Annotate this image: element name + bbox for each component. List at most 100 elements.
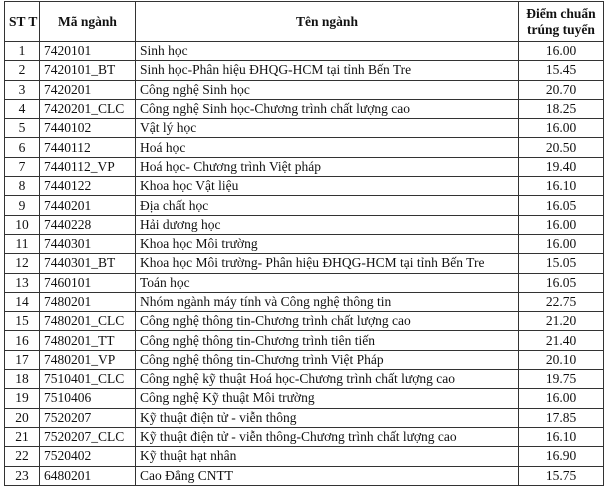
code-cell: 7440112_VP bbox=[39, 156, 136, 178]
code-cell: 7480201_TT bbox=[39, 330, 136, 351]
name-cell: Kỹ thuật điện tử - viễn thông-Chương trì… bbox=[135, 426, 519, 448]
table-row: 13 7460101 Toán học 16.05 bbox=[4, 272, 604, 293]
name-cell: Công nghệ Kỹ thuật Môi trường bbox=[135, 388, 519, 409]
code-cell: 7480201_VP bbox=[39, 349, 136, 371]
header-row: ST T Mã ngành Tên ngành Điểm chuẩn trúng… bbox=[4, 1, 604, 42]
header-name: Tên ngành bbox=[135, 1, 519, 42]
code-cell: 7440228 bbox=[39, 214, 136, 235]
stt-cell: 11 bbox=[4, 233, 40, 255]
table-row: 1 7420101 Sinh học 16.00 bbox=[4, 40, 604, 62]
stt-cell: 7 bbox=[4, 156, 40, 178]
header-code: Mã ngành bbox=[39, 1, 136, 42]
code-cell: 7440201 bbox=[39, 195, 136, 216]
table-row: 20 7520207 Kỹ thuật điện tử - viễn thông 17… bbox=[4, 407, 604, 428]
name-cell: Kỹ thuật điện tử - viễn thông bbox=[135, 407, 519, 428]
code-cell: 7440301 bbox=[39, 233, 136, 255]
table-row: 21 7520207_CLC Kỹ thuật điện tử - viễn thô… bbox=[4, 426, 604, 448]
code-cell: 6480201 bbox=[39, 465, 136, 486]
stt-cell: 23 bbox=[4, 465, 40, 486]
name-cell: Khoa học Vật liệu bbox=[135, 176, 519, 197]
score-cell: 16.00 bbox=[518, 388, 604, 409]
code-cell: 7440112 bbox=[39, 137, 136, 158]
name-cell: Hoá học- Chương trình Việt pháp bbox=[135, 156, 519, 178]
stt-cell: 14 bbox=[4, 291, 40, 313]
stt-cell: 15 bbox=[4, 311, 40, 332]
name-cell: Hoá học bbox=[135, 137, 519, 158]
score-cell: 15.75 bbox=[518, 465, 604, 486]
score-cell: 15.45 bbox=[518, 60, 604, 81]
stt-cell: 12 bbox=[4, 253, 40, 274]
stt-cell: 13 bbox=[4, 272, 40, 293]
table-row: 12 7440301_BT Khoa học Môi trường- Phân hi… bbox=[4, 253, 604, 274]
name-cell: Sinh học-Phân hiệu ĐHQG-HCM tại tỉnh Bến… bbox=[135, 60, 519, 81]
stt-cell: 10 bbox=[4, 214, 40, 235]
stt-cell: 21 bbox=[4, 426, 40, 448]
score-cell: 16.00 bbox=[518, 40, 604, 62]
score-cell: 20.70 bbox=[518, 79, 604, 100]
name-cell: Vật lý học bbox=[135, 118, 519, 139]
score-cell: 15.05 bbox=[518, 253, 604, 274]
score-cell: 19.40 bbox=[518, 156, 604, 178]
table-row: 8 7440122 Khoa học Vật liệu 16.10 bbox=[4, 176, 604, 197]
table-row: 10 7440228 Hải dương học 16.00 bbox=[4, 214, 604, 235]
table-row: 5 7440102 Vật lý học 16.00 bbox=[4, 118, 604, 139]
score-cell: 16.00 bbox=[518, 233, 604, 255]
code-cell: 7440301_BT bbox=[39, 253, 136, 274]
score-cell: 21.40 bbox=[518, 330, 604, 351]
stt-cell: 4 bbox=[4, 98, 40, 120]
name-cell: Khoa học Môi trường bbox=[135, 233, 519, 255]
code-cell: 7480201_CLC bbox=[39, 311, 136, 332]
table-row: 16 7480201_TT Công nghệ thông tin-Chương t… bbox=[4, 330, 604, 351]
name-cell: Nhóm ngành máy tính và Công nghệ thông t… bbox=[135, 291, 519, 313]
stt-cell: 9 bbox=[4, 195, 40, 216]
header-score: Điểm chuẩn trúng tuyển bbox=[518, 1, 604, 42]
table-row: 19 7510406 Công nghệ Kỹ thuật Môi trường 16… bbox=[4, 388, 604, 409]
table-row: 4 7420201_CLC Công nghệ Sinh học-Chương tr… bbox=[4, 98, 604, 120]
score-cell: 16.10 bbox=[518, 176, 604, 197]
stt-cell: 19 bbox=[4, 388, 40, 409]
table-row: 17 7480201_VP Công nghệ thông tin-Chương t… bbox=[4, 349, 604, 371]
code-cell: 7460101 bbox=[39, 272, 136, 293]
name-cell: Cao Đẳng CNTT bbox=[135, 465, 519, 486]
table-row: 22 7520402 Kỹ thuật hạt nhân 16.90 bbox=[4, 446, 604, 467]
table-row: 15 7480201_CLC Công nghệ thông tin-Chương … bbox=[4, 311, 604, 332]
code-cell: 7510401_CLC bbox=[39, 369, 136, 390]
score-cell: 17.85 bbox=[518, 407, 604, 428]
score-cell: 16.00 bbox=[518, 214, 604, 235]
table-row: 23 6480201 Cao Đẳng CNTT 15.75 bbox=[4, 465, 604, 486]
stt-cell: 1 bbox=[4, 40, 40, 62]
table-row: 6 7440112 Hoá học 20.50 bbox=[4, 137, 604, 158]
stt-cell: 16 bbox=[4, 330, 40, 351]
score-cell: 20.10 bbox=[518, 349, 604, 371]
code-cell: 7520207_CLC bbox=[39, 426, 136, 448]
name-cell: Công nghệ thông tin-Chương trình chất lư… bbox=[135, 311, 519, 332]
stt-cell: 22 bbox=[4, 446, 40, 467]
table-row: 18 7510401_CLC Công nghệ kỹ thuật Hoá học-… bbox=[4, 369, 604, 390]
code-cell: 7520207 bbox=[39, 407, 136, 428]
header-stt: ST T bbox=[4, 1, 40, 42]
score-cell: 21.20 bbox=[518, 311, 604, 332]
code-cell: 7510406 bbox=[39, 388, 136, 409]
code-cell: 7420101_BT bbox=[39, 60, 136, 81]
table-row: 2 7420101_BT Sinh học-Phân hiệu ĐHQG-HCM t… bbox=[4, 60, 604, 81]
code-cell: 7420201_CLC bbox=[39, 98, 136, 120]
stt-cell: 5 bbox=[4, 118, 40, 139]
code-cell: 7520402 bbox=[39, 446, 136, 467]
score-cell: 16.00 bbox=[518, 118, 604, 139]
score-cell: 18.25 bbox=[518, 98, 604, 120]
name-cell: Kỹ thuật hạt nhân bbox=[135, 446, 519, 467]
table-row: 9 7440201 Địa chất học 16.05 bbox=[4, 195, 604, 216]
name-cell: Địa chất học bbox=[135, 195, 519, 216]
table-row: 14 7480201 Nhóm ngành máy tính và Công ngh… bbox=[4, 291, 604, 313]
stt-cell: 8 bbox=[4, 176, 40, 197]
name-cell: Công nghệ kỹ thuật Hoá học-Chương trình … bbox=[135, 369, 519, 390]
code-cell: 7480201 bbox=[39, 291, 136, 313]
code-cell: 7420101 bbox=[39, 40, 136, 62]
name-cell: Công nghệ Sinh học bbox=[135, 79, 519, 100]
table-row: 7 7440112_VP Hoá học- Chương trình Việt ph… bbox=[4, 156, 604, 178]
score-cell: 20.50 bbox=[518, 137, 604, 158]
table-row: 11 7440301 Khoa học Môi trường 16.00 bbox=[4, 233, 604, 255]
code-cell: 7440102 bbox=[39, 118, 136, 139]
score-cell: 19.75 bbox=[518, 369, 604, 390]
name-cell: Công nghệ Sinh học-Chương trình chất lượ… bbox=[135, 98, 519, 120]
